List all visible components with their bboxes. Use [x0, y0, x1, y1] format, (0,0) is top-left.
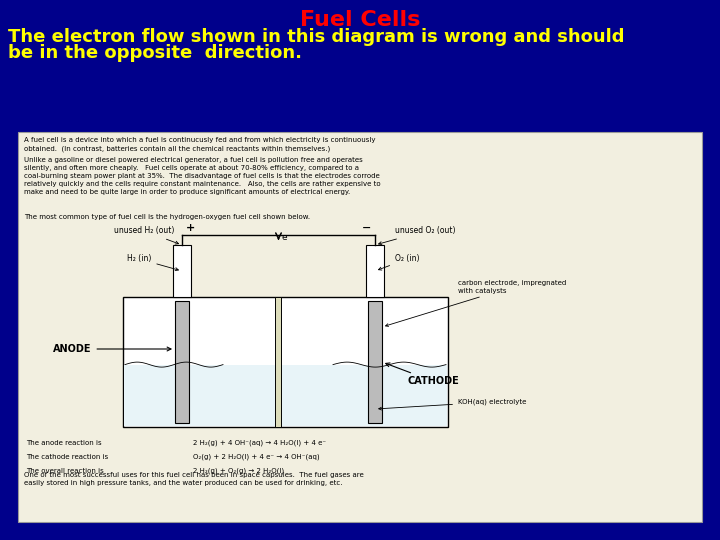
Text: O₂(g) + 2 H₂O(l) + 4 e⁻ → 4 OH⁻(aq): O₂(g) + 2 H₂O(l) + 4 e⁻ → 4 OH⁻(aq) [193, 454, 320, 461]
Bar [123, 297, 448, 427]
Text: unused H₂ (out): unused H₂ (out) [114, 226, 179, 244]
Text: CATHODE: CATHODE [386, 363, 460, 387]
Text: The electron flow shown in this diagram is wrong and should: The electron flow shown in this diagram … [8, 28, 624, 46]
Text: 2 H₂(g) + 4 OH⁻(aq) → 4 H₂O(l) + 4 e⁻: 2 H₂(g) + 4 OH⁻(aq) → 4 H₂O(l) + 4 e⁻ [193, 440, 326, 447]
Text: Fuel Cells: Fuel Cells [300, 10, 420, 30]
Text: e⁻: e⁻ [282, 233, 292, 242]
Text: A fuel cell is a device into which a fuel is continucusly fed and from which ele: A fuel cell is a device into which a fue… [24, 137, 376, 152]
Text: The anode reaction is: The anode reaction is [26, 440, 102, 446]
Text: Unlike a gasoline or diesel powered electrical generator, a fuel cell is polluti: Unlike a gasoline or diesel powered elec… [24, 157, 381, 195]
Text: The overall reaction is: The overall reaction is [26, 468, 104, 474]
Text: be in the opposite  direction.: be in the opposite direction. [8, 44, 302, 62]
Bar [175, 301, 189, 423]
Text: One of the most successful uses for this fuel cell has been in space capsules.  : One of the most successful uses for this… [24, 472, 364, 486]
Text: ANODE: ANODE [53, 344, 171, 354]
Bar [124, 364, 447, 426]
Text: O₂ (in): O₂ (in) [379, 254, 420, 270]
Bar [18, 132, 702, 522]
Bar [173, 245, 191, 297]
Text: 2 H₂(g) + O₂(g) → 2 H₂O(l): 2 H₂(g) + O₂(g) → 2 H₂O(l) [193, 468, 284, 475]
Text: carbon electrode, impregnated
with catalysts: carbon electrode, impregnated with catal… [385, 280, 566, 326]
Text: KOH(aq) electrolyte: KOH(aq) electrolyte [379, 399, 526, 410]
Text: The most common type of fuel cell is the hydrogen-oxygen fuel cell shown below.: The most common type of fuel cell is the… [24, 214, 310, 220]
Text: +: + [186, 223, 195, 233]
Text: −: − [361, 223, 371, 233]
Text: H₂ (in): H₂ (in) [127, 254, 179, 271]
Bar [368, 301, 382, 423]
Bar [366, 245, 384, 297]
Text: The cathode reaction is: The cathode reaction is [26, 454, 108, 460]
Text: unused O₂ (out): unused O₂ (out) [379, 226, 456, 245]
Bar [275, 297, 281, 427]
